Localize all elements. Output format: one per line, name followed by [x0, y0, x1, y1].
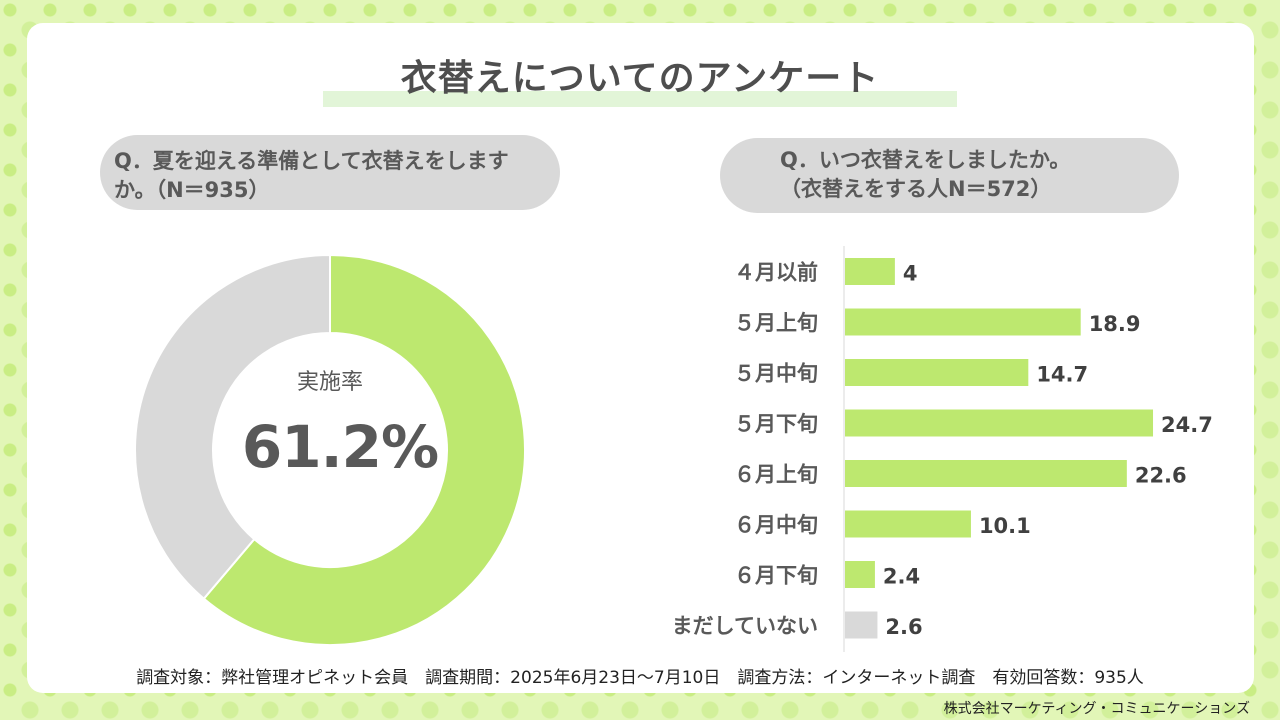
bar-value-label: 4	[903, 262, 918, 286]
title-block: 衣替えについてのアンケート	[323, 55, 957, 107]
page-title: 衣替えについてのアンケート	[400, 58, 880, 99]
bar-5	[845, 510, 971, 538]
bar-value-label: 2.4	[883, 565, 920, 589]
question-participation: Q．夏を迎える準備として衣替えをしますか。（N＝935）	[100, 135, 560, 210]
bar-category-label: ５月下旬	[734, 412, 818, 436]
bar-category-label: ６月下旬	[734, 564, 818, 588]
bar-category-label: まだしていない	[672, 614, 818, 638]
bar-3	[845, 409, 1154, 437]
bar-category-label: ６月上旬	[734, 463, 818, 487]
bar-7	[845, 611, 878, 639]
donut-slice-1	[134, 253, 331, 601]
bar-category-label: ５月中旬	[734, 362, 818, 386]
bar-6	[845, 561, 875, 588]
participation-donut-chart	[134, 253, 526, 646]
bar-value-label: 22.6	[1135, 464, 1187, 488]
bar-value-label: 2.6	[885, 615, 922, 639]
bar-value-label: 10.1	[979, 514, 1031, 538]
donut-center-label: 実施率	[296, 370, 363, 395]
bar-2	[845, 359, 1029, 386]
bar-value-label: 24.7	[1161, 413, 1213, 437]
timing-bar-chart: ４月以前 4 ５月上旬 18.9 ５月中旬 14.7 ５月下旬 24.7 ６月上旬 22.6 ６月中…	[672, 246, 1213, 652]
bar-1	[845, 308, 1081, 336]
bar-value-label: 14.7	[1036, 363, 1088, 387]
bar-category-label: ６月中旬	[734, 513, 818, 537]
bar-value-label: 18.9	[1089, 312, 1141, 336]
bar-0	[845, 258, 895, 285]
bar-4	[845, 460, 1127, 487]
company-credit: 株式会社マーケティング・コミュニケーションズ	[943, 701, 1250, 717]
bar-category-label: ５月上旬	[734, 311, 818, 335]
question-timing: Q．いつ衣替えをしましたか。 （衣替えをする人N＝572）	[720, 138, 1179, 213]
title-underline	[323, 91, 957, 107]
survey-footnote: 調査対象：弊社管理オピネット会員 調査期間：2025年6月23日～7月10日 調…	[136, 668, 1144, 688]
bar-category-label: ４月以前	[734, 261, 818, 285]
donut-center-value: 61.2%	[241, 413, 439, 481]
donut-slice-0	[202, 253, 526, 646]
